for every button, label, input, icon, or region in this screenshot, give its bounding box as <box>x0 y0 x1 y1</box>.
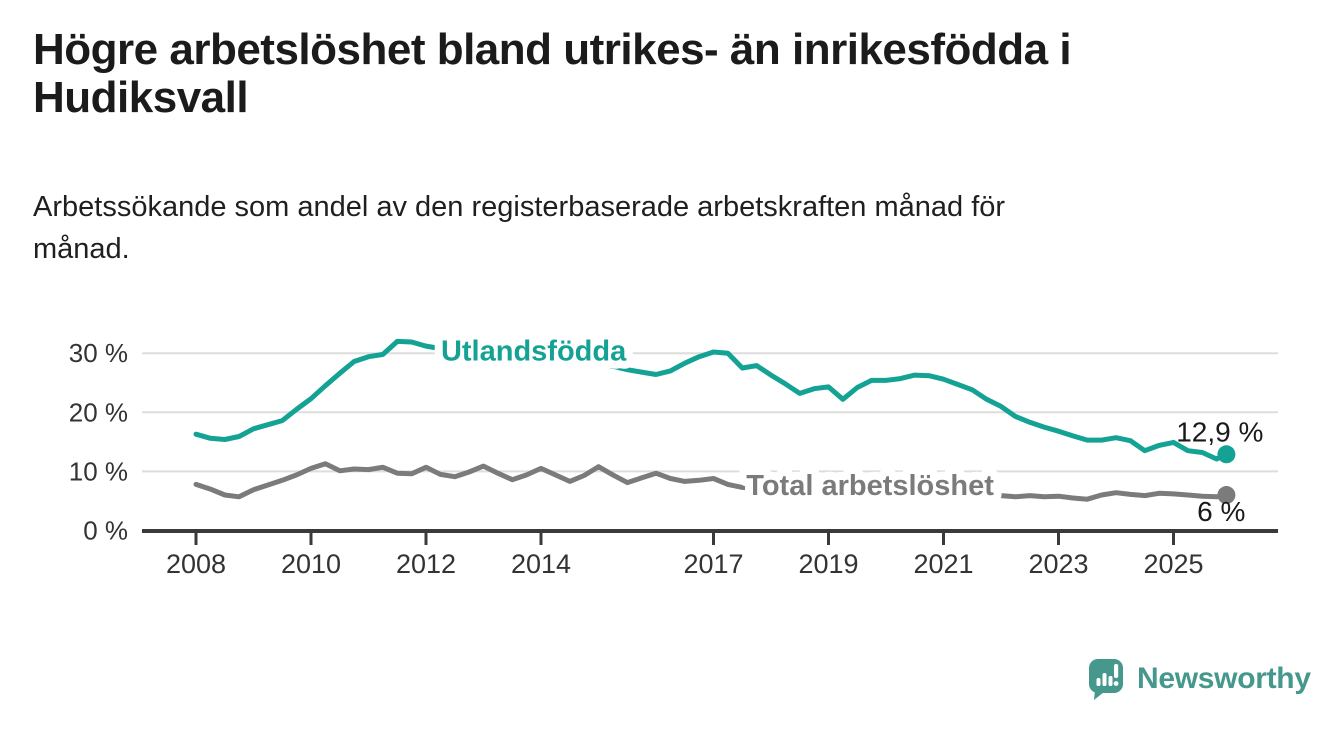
newsworthy-logo-text: Newsworthy <box>1137 662 1311 695</box>
x-axis-tick-label: 2017 <box>683 549 743 579</box>
title-line-1: Högre arbetslöshet bland utrikes- än inr… <box>33 25 1072 74</box>
series-end-value-total-arbetsl-shet: 6 % <box>1197 496 1245 527</box>
newsworthy-logo: Newsworthy <box>1087 657 1311 701</box>
x-axis-tick-label: 2008 <box>166 549 226 579</box>
series-label-utlandsf-dda: Utlandsfödda <box>441 335 627 367</box>
y-axis-tick-label: 0 % <box>83 516 128 546</box>
y-axis-tick-label: 10 % <box>69 456 128 486</box>
series-end-dot-utlandsf-dda <box>1217 445 1236 464</box>
series-end-value-utlandsf-dda: 12,9 % <box>1176 416 1263 447</box>
y-axis-tick-label: 30 % <box>69 338 128 368</box>
series-line-total-arbetsl-shet <box>193 461 1229 502</box>
series-line-utlandsf-dda <box>193 338 1229 462</box>
x-axis-tick-label: 2021 <box>913 549 973 579</box>
series-label-total-arbetsl-shet: Total arbetslöshet <box>746 470 994 502</box>
x-axis-tick-label: 2019 <box>798 549 858 579</box>
page-title: Högre arbetslöshet bland utrikes- än inr… <box>33 25 1213 123</box>
newsworthy-logo-icon <box>1089 659 1123 700</box>
x-axis-tick-label: 2014 <box>511 549 571 579</box>
x-axis-tick-label: 2025 <box>1143 549 1203 579</box>
series-end-dot-total-arbetsl-shet <box>1217 486 1236 505</box>
y-axis-tick-label: 20 % <box>69 397 128 427</box>
x-axis-tick-label: 2023 <box>1028 549 1088 579</box>
chart-subtitle: Arbetssökande som andel av den registerb… <box>33 186 1233 270</box>
x-axis-tick-label: 2010 <box>281 549 341 579</box>
subtitle-line-1: Arbetssökande som andel av den registerb… <box>33 191 1006 223</box>
subtitle-line-2: månad. <box>33 233 130 266</box>
title-line-2: Hudiksvall <box>33 73 249 123</box>
x-axis-tick-label: 2012 <box>396 549 456 579</box>
